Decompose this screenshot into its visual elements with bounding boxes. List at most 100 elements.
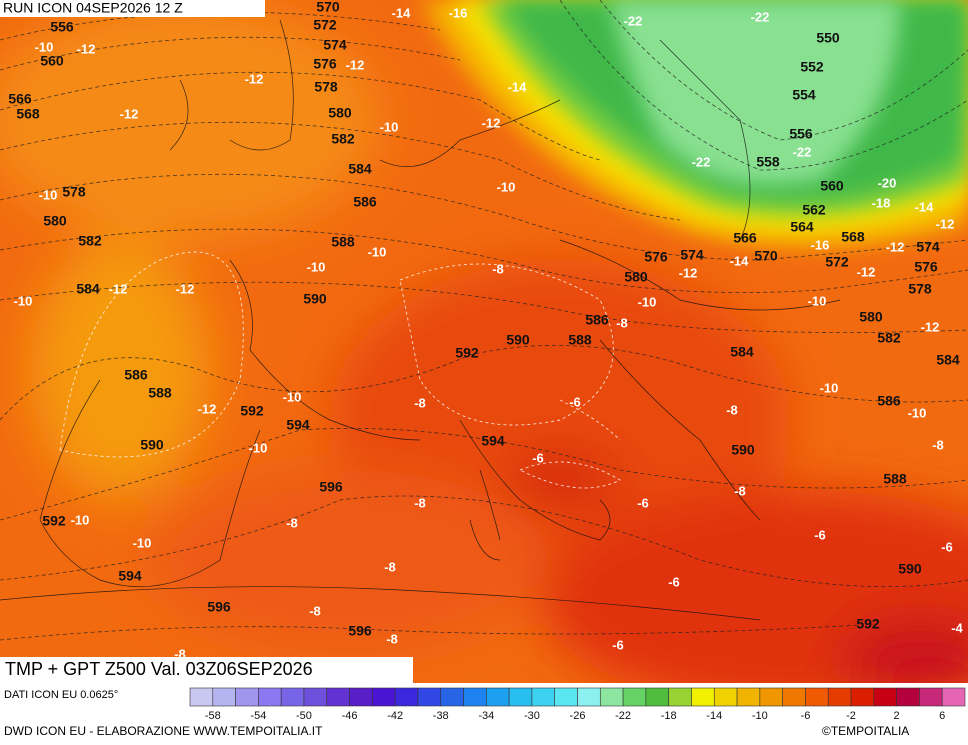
height-label: 562 (802, 202, 826, 218)
temp-label: -12 (679, 265, 698, 280)
height-label: 550 (816, 30, 840, 46)
height-label: 554 (792, 87, 816, 103)
height-label: 568 (16, 106, 40, 122)
height-label: 586 (877, 393, 901, 409)
temp-label: -8 (492, 261, 504, 276)
height-label: 560 (820, 178, 844, 194)
colorbar-swatch (508, 687, 533, 707)
height-label: 586 (353, 194, 377, 210)
contour-labels: 5565605665685705725745765785805825845865… (8, 0, 963, 661)
height-label: 590 (731, 442, 755, 458)
temp-label: -16 (449, 5, 468, 20)
colorbar-swatch (691, 687, 715, 707)
height-label: 584 (936, 352, 960, 368)
temp-label: -8 (309, 603, 321, 618)
height-label: 590 (898, 561, 922, 577)
temp-label: -10 (14, 293, 33, 308)
colorbar-swatch (440, 687, 464, 707)
temp-label: -12 (77, 41, 96, 56)
copyright: ©TEMPOITALIA (822, 724, 909, 738)
height-label: 564 (790, 219, 814, 235)
height-label: 590 (506, 332, 530, 348)
colorbar-label: -42 (387, 710, 403, 722)
temp-label: -14 (730, 253, 750, 268)
height-label: 586 (585, 312, 609, 328)
temp-label: -14 (915, 199, 935, 214)
colorbar-swatch (713, 687, 738, 707)
temp-label: -12 (120, 106, 139, 121)
height-label: 578 (908, 281, 932, 297)
colorbar-swatch (212, 687, 236, 707)
height-label: 560 (40, 53, 64, 69)
colorbar-swatch (736, 687, 761, 707)
colorbar-label: -30 (524, 710, 540, 722)
colorbar-swatch (463, 687, 487, 707)
height-label: 574 (916, 239, 940, 255)
temp-label: -20 (878, 175, 897, 190)
height-label: 596 (319, 479, 343, 495)
temp-label: -12 (921, 319, 940, 334)
colorbar-label: 2 (894, 710, 900, 722)
colorbar-swatch (486, 687, 510, 707)
colorbar-swatch (919, 687, 943, 707)
height-label: 576 (313, 56, 337, 72)
colorbar-swatch (759, 687, 783, 707)
height-label: 588 (331, 234, 355, 250)
temp-label: -12 (198, 401, 217, 416)
colorbar-swatch (372, 687, 396, 707)
height-label: 556 (789, 126, 813, 142)
temp-label: -6 (612, 637, 624, 652)
colorbar-swatch (873, 687, 897, 707)
colorbar-swatch (941, 687, 966, 707)
temp-label: -6 (668, 574, 680, 589)
data-source: DATI ICON EU 0.0625° (4, 689, 118, 701)
temp-label: -22 (751, 9, 770, 24)
height-label: 580 (328, 105, 352, 121)
temp-label: -12 (857, 264, 876, 279)
colorbar-swatch (531, 687, 556, 707)
colorbar-swatch (645, 687, 669, 707)
height-label: 552 (800, 59, 824, 75)
temp-label: -22 (624, 13, 643, 28)
height-label: 578 (314, 79, 338, 95)
colorbar-label: -10 (752, 710, 768, 722)
colorbar-swatch (850, 687, 875, 707)
temp-label: -8 (174, 646, 186, 661)
height-label: 592 (455, 345, 479, 361)
temp-label: -16 (811, 237, 830, 252)
height-label: 594 (118, 568, 142, 584)
colorbar-label: -26 (570, 710, 586, 722)
height-label: 576 (914, 259, 938, 275)
temp-label: -12 (886, 239, 905, 254)
height-label: 572 (825, 254, 849, 270)
colorbar-label: -2 (846, 710, 856, 722)
temp-label: -12 (176, 281, 195, 296)
height-label: 570 (754, 248, 778, 264)
height-label: 592 (42, 513, 66, 529)
temp-label: -12 (936, 216, 955, 231)
temp-label: -6 (637, 495, 649, 510)
height-label: 580 (43, 213, 67, 229)
colorbar-swatch (668, 687, 692, 707)
temp-label: -8 (414, 395, 426, 410)
temp-label: -22 (692, 154, 711, 169)
height-label: 584 (76, 281, 100, 297)
colorbar-label: -18 (661, 710, 677, 722)
height-label: 580 (624, 269, 648, 285)
height-label: 584 (348, 161, 372, 177)
height-label: 574 (680, 247, 704, 263)
height-label: 570 (316, 0, 340, 15)
height-label: 596 (348, 623, 372, 639)
height-label: 558 (756, 154, 780, 170)
temp-label: -10 (808, 293, 827, 308)
colorbar-swatch (189, 687, 214, 707)
height-label: 592 (240, 403, 264, 419)
temp-label: -6 (814, 527, 826, 542)
height-label: 588 (568, 332, 592, 348)
height-label: 566 (733, 230, 757, 246)
colorbar-label: -54 (250, 710, 266, 722)
height-label: 584 (730, 344, 754, 360)
colorbar-swatch (599, 687, 624, 707)
colorbar-swatch (394, 687, 419, 707)
